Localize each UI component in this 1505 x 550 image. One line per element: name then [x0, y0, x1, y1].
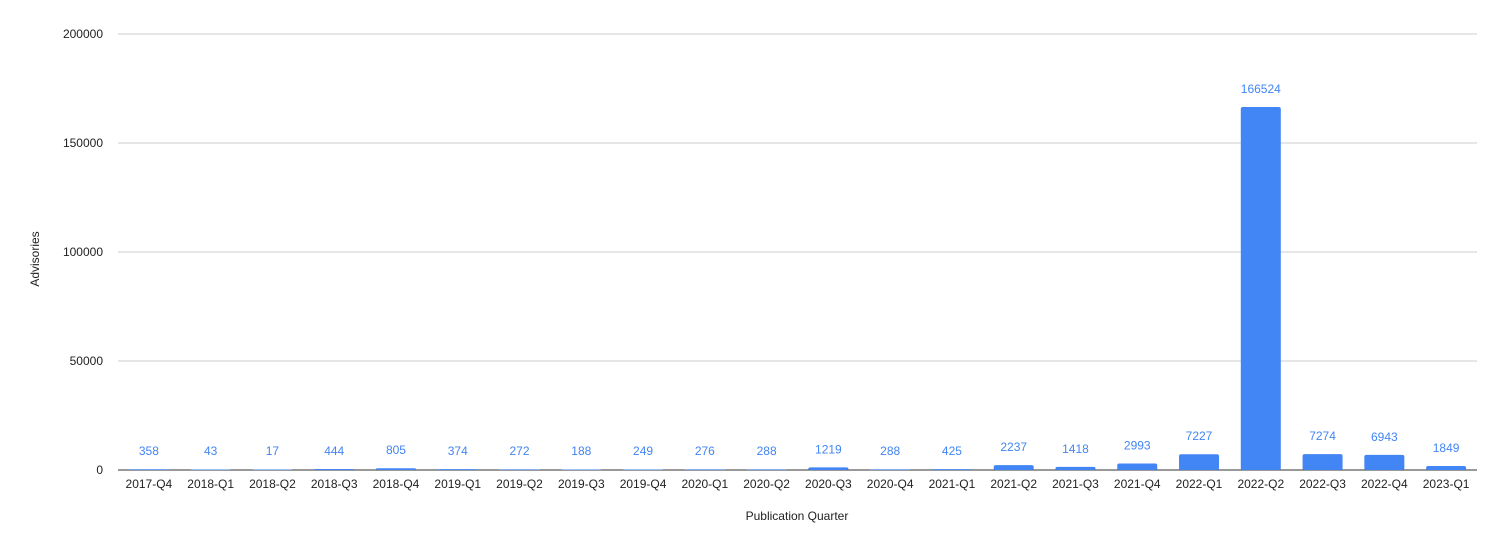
data-label: 805 — [386, 443, 406, 457]
bar[interactable] — [499, 469, 540, 470]
data-label: 43 — [204, 444, 218, 458]
x-tick-label: 2017-Q4 — [126, 477, 173, 491]
data-label: 272 — [510, 444, 530, 458]
bar[interactable] — [1179, 454, 1220, 470]
x-tick-label: 2018-Q2 — [249, 477, 296, 491]
x-tick-label: 2019-Q4 — [620, 477, 667, 491]
data-label: 166524 — [1241, 82, 1281, 96]
data-label: 2237 — [1000, 440, 1027, 454]
bar[interactable] — [128, 469, 169, 470]
bar[interactable] — [437, 469, 478, 470]
data-label: 2993 — [1124, 438, 1151, 452]
x-tick-label: 2022-Q3 — [1299, 477, 1346, 491]
y-tick-label: 0 — [96, 463, 103, 477]
data-label: 288 — [880, 444, 900, 458]
bar[interactable] — [252, 469, 293, 471]
bar[interactable] — [993, 465, 1034, 470]
data-label: 1849 — [1433, 441, 1460, 455]
bar[interactable] — [1302, 454, 1343, 470]
x-tick-label: 2018-Q3 — [311, 477, 358, 491]
y-tick-label: 50000 — [70, 354, 104, 368]
data-label: 358 — [139, 444, 159, 458]
x-tick-label: 2018-Q4 — [373, 477, 420, 491]
x-tick-label: 2020-Q3 — [805, 477, 852, 491]
bar[interactable] — [314, 469, 355, 470]
data-label: 444 — [324, 444, 344, 458]
x-tick-label: 2018-Q1 — [187, 477, 234, 491]
data-label: 374 — [448, 444, 468, 458]
bar[interactable] — [808, 467, 849, 470]
bar[interactable] — [931, 469, 972, 470]
x-tick-label: 2020-Q1 — [681, 477, 728, 491]
x-tick-label: 2021-Q1 — [929, 477, 976, 491]
x-axis-label: Publication Quarter — [746, 509, 849, 523]
data-label: 276 — [695, 444, 715, 458]
data-label: 7227 — [1186, 429, 1213, 443]
x-tick-label: 2019-Q2 — [496, 477, 543, 491]
bar[interactable] — [1055, 466, 1096, 470]
data-label: 1418 — [1062, 442, 1089, 456]
x-tick-label: 2019-Q1 — [434, 477, 481, 491]
data-label: 249 — [633, 444, 653, 458]
y-axis-label: Advisories — [28, 231, 42, 286]
bar[interactable] — [1117, 463, 1158, 470]
bar[interactable] — [375, 468, 416, 470]
bar[interactable] — [870, 469, 911, 470]
y-tick-label: 100000 — [63, 245, 103, 259]
x-tick-label: 2022-Q4 — [1361, 477, 1408, 491]
bar[interactable] — [1426, 465, 1467, 470]
bar[interactable] — [746, 469, 787, 470]
x-tick-label: 2019-Q3 — [558, 477, 605, 491]
x-tick-label: 2020-Q4 — [867, 477, 914, 491]
data-label: 188 — [571, 444, 591, 458]
data-label: 1219 — [815, 442, 842, 456]
bar[interactable] — [190, 469, 231, 471]
y-tick-label: 150000 — [63, 136, 103, 150]
data-label: 7274 — [1309, 429, 1336, 443]
bar[interactable] — [1240, 106, 1281, 471]
x-tick-label: 2020-Q2 — [743, 477, 790, 491]
x-tick-label: 2022-Q2 — [1237, 477, 1284, 491]
data-label: 17 — [266, 444, 280, 458]
data-label: 6943 — [1371, 430, 1398, 444]
bar[interactable] — [684, 469, 725, 470]
x-tick-label: 2021-Q4 — [1114, 477, 1161, 491]
y-tick-label: 200000 — [63, 27, 103, 41]
x-tick-label: 2022-Q1 — [1176, 477, 1223, 491]
x-tick-label: 2021-Q3 — [1052, 477, 1099, 491]
data-label: 425 — [942, 444, 962, 458]
bar[interactable] — [561, 469, 602, 471]
x-tick-label: 2023-Q1 — [1423, 477, 1470, 491]
x-tick-label: 2021-Q2 — [990, 477, 1037, 491]
bar[interactable] — [1364, 454, 1405, 470]
bar[interactable] — [623, 469, 664, 470]
data-label: 288 — [757, 444, 777, 458]
